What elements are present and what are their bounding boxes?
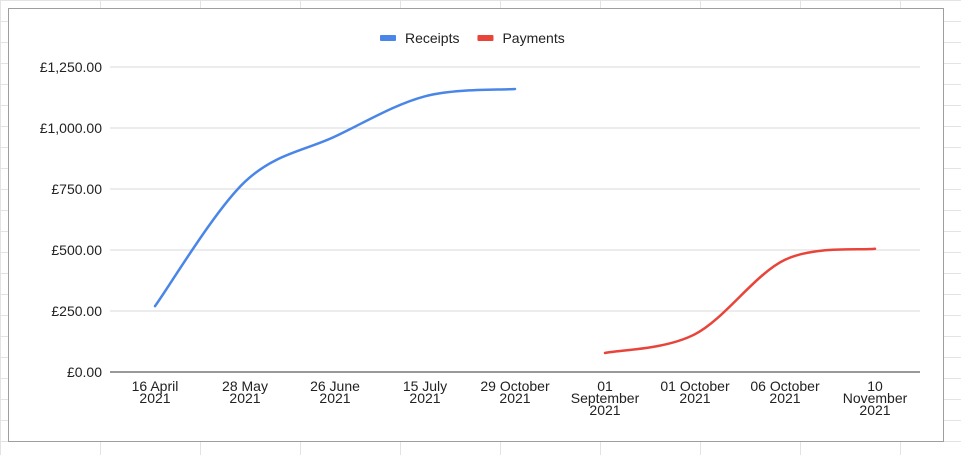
x-tick-label: 29 October 2021	[480, 378, 550, 406]
x-tick-label: 16 April 2021	[132, 378, 179, 406]
y-axis: £0.00 £250.00 £500.00 £750.00 £1,000.00 £1,25…	[40, 59, 103, 380]
y-tick-label: £1,000.00	[40, 120, 102, 136]
legend-label-payments: Payments	[502, 30, 564, 46]
y-tick-label: £0.00	[67, 364, 102, 380]
chart-legend: Receipts Payments	[380, 30, 565, 46]
legend-swatch-receipts	[380, 35, 396, 41]
y-tick-label: £500.00	[51, 242, 102, 258]
y-tick-label: £1,250.00	[40, 59, 102, 75]
y-tick-label: £750.00	[51, 181, 102, 197]
x-tick-label: 28 May 2021	[222, 378, 268, 406]
x-axis: 16 April 2021 28 May 2021 26 June 2021 15 July…	[132, 378, 908, 418]
chart-gridlines	[110, 66, 920, 373]
series-line-payments	[603, 247, 877, 355]
legend-label-receipts: Receipts	[405, 30, 459, 46]
chart-frame[interactable]	[8, 8, 944, 442]
y-tick-label: £250.00	[51, 303, 102, 319]
x-tick-label: 26 June 2021	[310, 378, 360, 406]
x-tick-label: 10 November 2021	[843, 378, 908, 418]
x-tick-label: 06 October 2021	[750, 378, 820, 406]
x-tick-label: 01 October 2021	[660, 378, 730, 406]
series-line-receipts	[153, 87, 517, 308]
x-tick-label: 15 July 2021	[403, 378, 447, 406]
legend-swatch-payments	[477, 35, 494, 41]
x-tick-label: 01 September 2021	[571, 378, 640, 418]
chart-series	[153, 87, 877, 355]
